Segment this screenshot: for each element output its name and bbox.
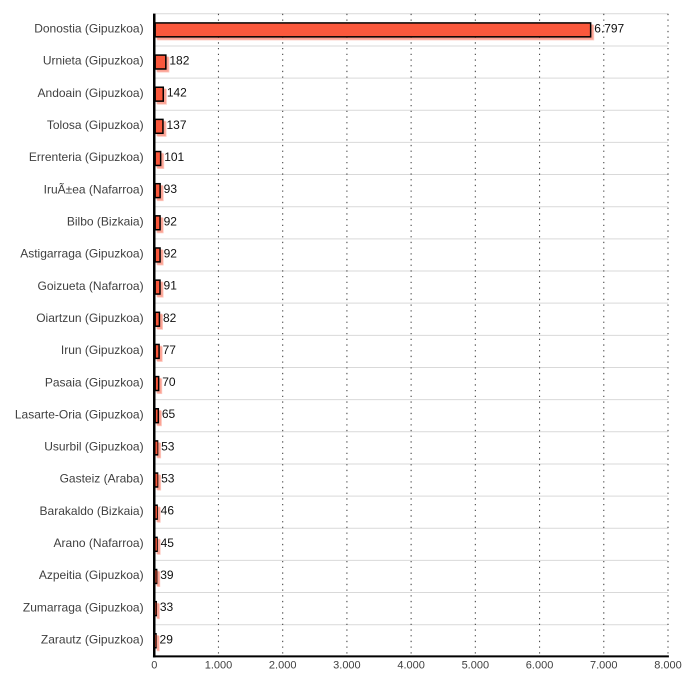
svg-text:2.000: 2.000 [269,659,297,671]
svg-text:82: 82 [163,311,177,325]
svg-text:45: 45 [161,536,175,550]
svg-text:8.000: 8.000 [654,659,682,671]
svg-text:142: 142 [167,86,187,100]
svg-text:Lasarte-Oria (Gipuzkoa): Lasarte-Oria (Gipuzkoa) [15,407,144,421]
svg-text:Oiartzun (Gipuzkoa): Oiartzun (Gipuzkoa) [36,311,143,325]
svg-text:39: 39 [160,568,174,582]
svg-text:33: 33 [160,600,174,614]
svg-text:70: 70 [162,375,176,389]
svg-text:0: 0 [151,659,157,671]
svg-text:53: 53 [161,439,175,453]
svg-text:101: 101 [164,150,184,164]
svg-text:Irun (Gipuzkoa): Irun (Gipuzkoa) [61,343,144,357]
svg-text:Zumarraga (Gipuzkoa): Zumarraga (Gipuzkoa) [23,600,144,614]
svg-text:6.797: 6.797 [594,21,624,35]
svg-text:Usurbil (Gipuzkoa): Usurbil (Gipuzkoa) [44,440,143,454]
svg-text:IruÃ±ea (Nafarroa): IruÃ±ea (Nafarroa) [44,182,144,196]
svg-text:6.000: 6.000 [526,659,554,671]
svg-text:93: 93 [164,182,178,196]
svg-text:77: 77 [163,343,177,357]
svg-text:182: 182 [169,54,189,68]
svg-text:Urnieta (Gipuzkoa): Urnieta (Gipuzkoa) [43,54,144,68]
svg-text:29: 29 [160,632,174,646]
svg-text:Azpeitia (Gipuzkoa): Azpeitia (Gipuzkoa) [39,568,144,582]
svg-text:46: 46 [161,504,175,518]
svg-text:Tolosa (Gipuzkoa): Tolosa (Gipuzkoa) [47,118,144,132]
svg-text:Astigarraga (Gipuzkoa): Astigarraga (Gipuzkoa) [20,247,143,261]
svg-text:Pasaia (Gipuzkoa): Pasaia (Gipuzkoa) [45,375,144,389]
svg-text:Errenteria (Gipuzkoa): Errenteria (Gipuzkoa) [29,150,144,164]
svg-text:Donostia (Gipuzkoa): Donostia (Gipuzkoa) [34,22,143,36]
svg-text:137: 137 [167,118,187,132]
svg-text:4.000: 4.000 [397,659,425,671]
svg-text:Barakaldo (Bizkaia): Barakaldo (Bizkaia) [40,504,144,518]
svg-text:7.000: 7.000 [590,659,618,671]
svg-text:92: 92 [164,214,178,228]
svg-text:Arano (Nafarroa): Arano (Nafarroa) [54,536,144,550]
svg-text:91: 91 [164,279,178,293]
svg-text:1.000: 1.000 [205,659,233,671]
svg-text:Goizueta (Nafarroa): Goizueta (Nafarroa) [38,279,144,293]
svg-text:53: 53 [161,472,175,486]
svg-text:5.000: 5.000 [462,659,490,671]
svg-text:Andoain (Gipuzkoa): Andoain (Gipuzkoa) [38,86,144,100]
svg-text:Zarautz (Gipuzkoa): Zarautz (Gipuzkoa) [41,632,144,646]
svg-text:92: 92 [164,246,178,260]
svg-text:65: 65 [162,407,176,421]
svg-text:Bilbo (Bizkaia): Bilbo (Bizkaia) [67,214,144,228]
svg-text:3.000: 3.000 [333,659,361,671]
svg-text:Gasteiz (Araba): Gasteiz (Araba) [60,472,144,486]
